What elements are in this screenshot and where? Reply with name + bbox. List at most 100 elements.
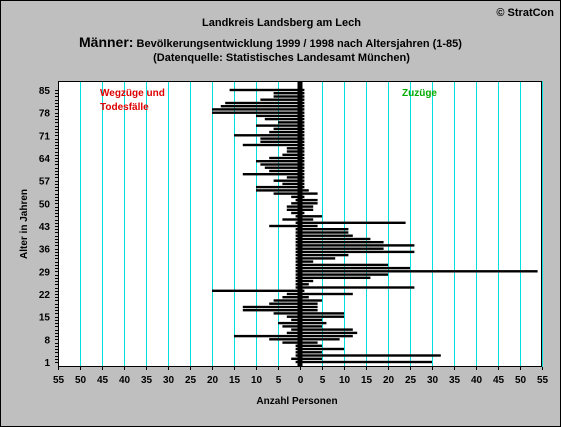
bar <box>242 143 300 147</box>
bar <box>291 328 300 331</box>
bar <box>300 241 384 244</box>
bar <box>282 182 300 186</box>
bar <box>234 334 300 338</box>
bar <box>300 221 406 224</box>
bar <box>286 331 300 335</box>
y-tick-label: 15 <box>39 313 51 324</box>
right-annotation: Zuzüge <box>402 88 437 99</box>
bar-series <box>212 81 538 367</box>
bar <box>242 309 300 312</box>
bar <box>300 354 441 357</box>
bar <box>273 312 300 315</box>
bar <box>300 292 353 296</box>
bar <box>234 134 300 137</box>
bar <box>282 341 300 344</box>
x-tick-label: 40 <box>471 375 483 386</box>
bar <box>291 318 300 322</box>
bar <box>260 163 300 166</box>
bar <box>273 95 300 98</box>
bar <box>269 156 300 160</box>
y-tick-label: 22 <box>39 290 51 301</box>
bar <box>300 276 371 279</box>
x-tick-label: 35 <box>141 375 153 386</box>
bar <box>278 121 300 124</box>
y-tick-label: 64 <box>39 154 51 165</box>
bar <box>242 305 300 309</box>
x-tick-label: 30 <box>163 375 175 386</box>
bar <box>300 283 309 286</box>
x-tick-label: 25 <box>185 375 197 386</box>
bar <box>273 192 300 195</box>
y-tick-label: 78 <box>39 109 51 120</box>
left-annotation-line2: Todesfälle <box>100 102 149 113</box>
bar <box>286 315 300 318</box>
bar <box>242 173 300 176</box>
bar <box>300 198 318 202</box>
bar <box>286 150 300 153</box>
y-tick-label: 85 <box>39 86 51 97</box>
bar <box>291 195 300 199</box>
bar <box>300 218 314 221</box>
bar <box>273 92 300 95</box>
bar <box>300 325 322 328</box>
bar <box>269 169 300 173</box>
bar <box>300 279 314 283</box>
x-tick-label: 45 <box>493 375 505 386</box>
bar <box>300 250 415 254</box>
y-tick-label: 1 <box>44 358 50 369</box>
y-tick-label: 71 <box>39 131 51 142</box>
bar <box>300 334 353 338</box>
bar <box>256 124 300 127</box>
bar <box>300 192 318 195</box>
bar <box>300 328 353 331</box>
bar <box>286 176 300 179</box>
x-tick-label: 25 <box>405 375 417 386</box>
bar <box>273 179 300 182</box>
subtitle-text: Bevölkerungsentwicklung 1999 / 1998 nach… <box>133 38 462 50</box>
bar <box>286 147 300 150</box>
bar <box>300 247 384 250</box>
bar <box>264 117 300 121</box>
bar <box>300 260 314 263</box>
data-source-note: (Datenquelle: Statistisches Landesamt Mü… <box>153 52 410 64</box>
x-tick-label: 45 <box>97 375 109 386</box>
copyright-label: © StratCon <box>496 7 554 19</box>
bar <box>300 305 318 309</box>
bar <box>300 266 410 270</box>
x-tick-label: 40 <box>119 375 131 386</box>
bar <box>229 88 300 92</box>
bar <box>282 153 300 156</box>
chart-subtitle: Männer: Bevölkerungsentwicklung 1999 / 1… <box>79 34 462 50</box>
bar <box>273 127 300 131</box>
gender-label: Männer: <box>79 34 134 50</box>
bar <box>300 341 318 344</box>
bar <box>300 331 358 335</box>
bar <box>212 111 300 114</box>
bar <box>300 205 314 208</box>
x-axis-title: Anzahl Personen <box>256 396 337 407</box>
bar <box>212 108 300 111</box>
bar <box>273 299 300 302</box>
x-tick-label: 15 <box>361 375 373 386</box>
x-tick-label: 5 <box>320 375 326 386</box>
bar <box>300 351 322 354</box>
bar <box>300 357 322 360</box>
left-annotation-line1: Wegzüge und <box>100 88 165 99</box>
bar <box>300 234 353 237</box>
bar <box>300 237 371 241</box>
bar <box>286 292 300 296</box>
bar <box>300 202 318 205</box>
zero-axis-line <box>297 81 303 367</box>
bar <box>256 189 300 192</box>
y-tick-label: 50 <box>39 199 51 210</box>
x-tick-labels: 55 50 45 40 35 30 25 20 15 10 5 0 5 10 15 20 25 30 35 40 45 5… <box>53 375 549 386</box>
bar <box>300 318 322 322</box>
bar <box>260 140 300 143</box>
x-tick-label: 30 <box>427 375 439 386</box>
bar <box>300 296 309 299</box>
bar <box>300 224 318 228</box>
bar <box>269 302 300 305</box>
bar <box>282 296 300 299</box>
bar <box>300 321 327 325</box>
